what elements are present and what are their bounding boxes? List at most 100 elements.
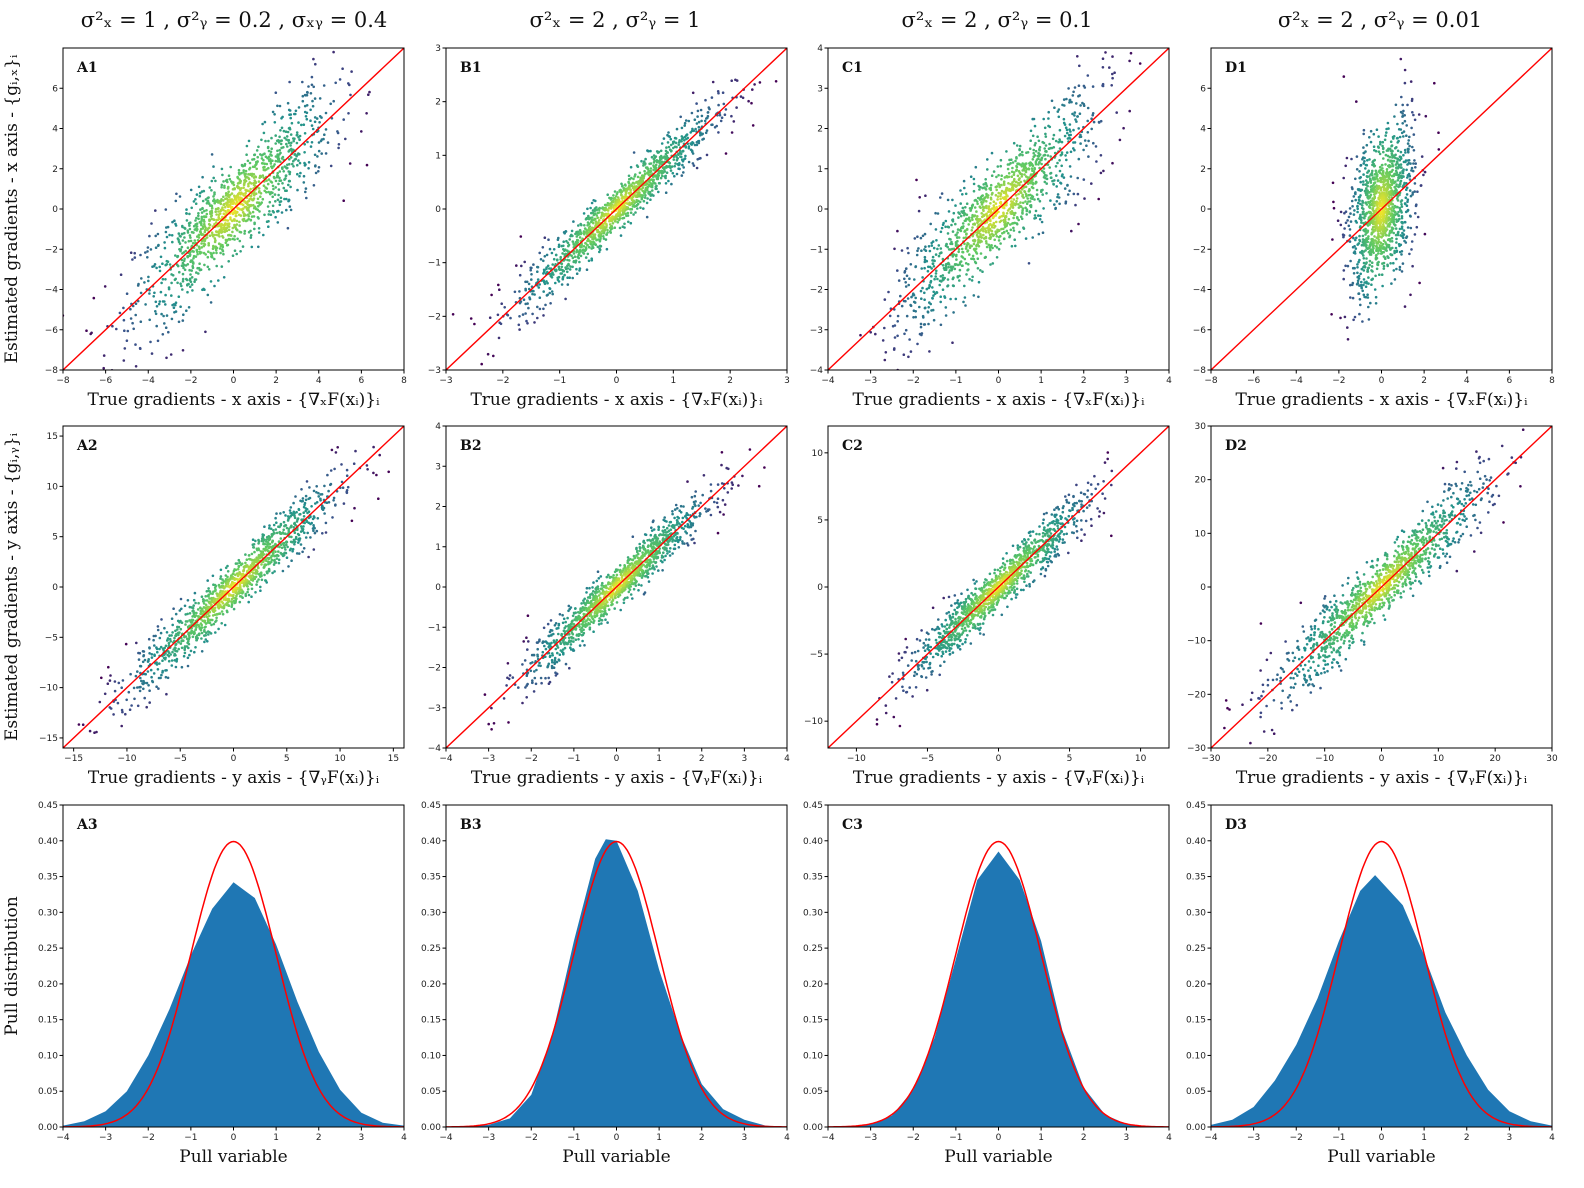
scatter-point — [1128, 109, 1131, 113]
scatter-point — [276, 104, 279, 108]
scatter-point — [580, 223, 583, 227]
scatter-point — [1003, 225, 1007, 229]
scatter-point — [1067, 87, 1070, 90]
scatter-point — [622, 189, 625, 192]
scatter-point — [1099, 154, 1103, 157]
scatter-point — [586, 252, 590, 256]
scatter-point — [1355, 168, 1359, 171]
scatter-point — [985, 212, 988, 216]
scatter-point — [1405, 236, 1408, 239]
scatter-point — [542, 307, 545, 311]
scatter-point — [595, 214, 598, 217]
scatter-point — [1056, 193, 1060, 196]
scatter-point — [317, 149, 321, 153]
scatter-point — [1391, 205, 1394, 209]
scatter-point — [294, 109, 298, 113]
scatter-point — [978, 188, 981, 191]
scatter-point — [1050, 99, 1054, 103]
scatter-point — [1395, 249, 1399, 253]
scatter-point — [278, 200, 282, 204]
scatter-point — [1397, 128, 1401, 131]
scatter-point — [984, 178, 987, 181]
scatter-point — [234, 214, 238, 218]
scatter-point — [161, 277, 165, 281]
scatter-point — [162, 314, 165, 318]
scatter-point — [272, 175, 276, 179]
scatter-point — [924, 306, 927, 310]
scatter-point — [946, 198, 950, 202]
scatter-point — [1362, 173, 1365, 176]
scatter-point — [1031, 236, 1034, 239]
scatter-point — [896, 269, 899, 272]
scatter-point — [998, 215, 1002, 219]
scatter-point — [732, 120, 736, 123]
scatter-point — [226, 205, 230, 209]
scatter-point — [1374, 274, 1377, 278]
plot-area — [63, 48, 404, 370]
scatter-point — [242, 194, 245, 197]
column-title-1: σ²ₓ = 1 , σ²ᵧ = 0.2 , σₓᵧ = 0.4 — [81, 8, 388, 32]
scatter-point — [581, 251, 585, 254]
scatter-point — [144, 251, 147, 254]
scatter-point — [556, 278, 560, 282]
scatter-point — [153, 263, 157, 266]
scatter-point — [212, 244, 215, 248]
scatter-point — [884, 351, 888, 354]
scatter-point — [973, 238, 976, 242]
scatter-point — [616, 217, 619, 221]
scatter-point — [181, 288, 184, 291]
scatter-point — [1356, 271, 1359, 275]
scatter-point — [182, 259, 186, 263]
scatter-point — [222, 276, 226, 279]
scatter-point — [697, 125, 701, 129]
scatter-point — [1364, 285, 1368, 289]
scatter-point — [1032, 148, 1035, 152]
scatter-point — [274, 186, 278, 189]
scatter-point — [667, 131, 670, 134]
scatter-point — [604, 238, 608, 241]
scatter-point — [992, 200, 996, 203]
scatter-point — [917, 209, 921, 213]
scatter-point — [1037, 163, 1040, 166]
scatter-point — [979, 206, 982, 209]
scatter-point — [661, 166, 665, 170]
scatter-point — [640, 188, 643, 191]
scatter-point — [1015, 197, 1019, 200]
scatter-point — [1012, 226, 1015, 230]
scatter-point — [694, 127, 697, 131]
scatter-point — [182, 251, 186, 254]
scatter-point — [961, 222, 965, 225]
scatter-point — [1342, 75, 1346, 78]
scatter-point — [994, 230, 997, 233]
scatter-point — [1044, 132, 1047, 136]
scatter-point — [1118, 138, 1122, 142]
scatter-point — [198, 247, 201, 250]
scatter-point — [1012, 216, 1015, 220]
scatter-point — [564, 230, 568, 233]
scatter-point — [174, 254, 177, 257]
scatter-point — [237, 195, 240, 199]
scatter-point — [1033, 217, 1036, 220]
scatter-point — [676, 153, 680, 156]
scatter-point — [976, 243, 979, 246]
scatter-point — [1002, 191, 1006, 194]
scatter-point — [278, 135, 281, 139]
scatter-point — [214, 239, 217, 242]
scatter-point — [602, 237, 606, 240]
scatter-point — [1358, 199, 1361, 202]
scatter-point — [195, 271, 198, 274]
scatter-point — [950, 242, 954, 246]
scatter-point — [189, 273, 192, 276]
scatter-point — [263, 189, 267, 193]
scatter-point — [1075, 120, 1078, 123]
scatter-point — [649, 198, 652, 201]
scatter-point — [617, 211, 620, 214]
scatter-point — [243, 229, 247, 233]
scatter-point — [312, 85, 316, 89]
scatter-point — [264, 139, 267, 143]
scatter-point — [1400, 227, 1404, 230]
scatter-point — [1393, 185, 1396, 189]
y-tick-label: 1 — [435, 151, 441, 161]
scatter-point — [1408, 144, 1411, 148]
scatter-point — [568, 238, 571, 241]
